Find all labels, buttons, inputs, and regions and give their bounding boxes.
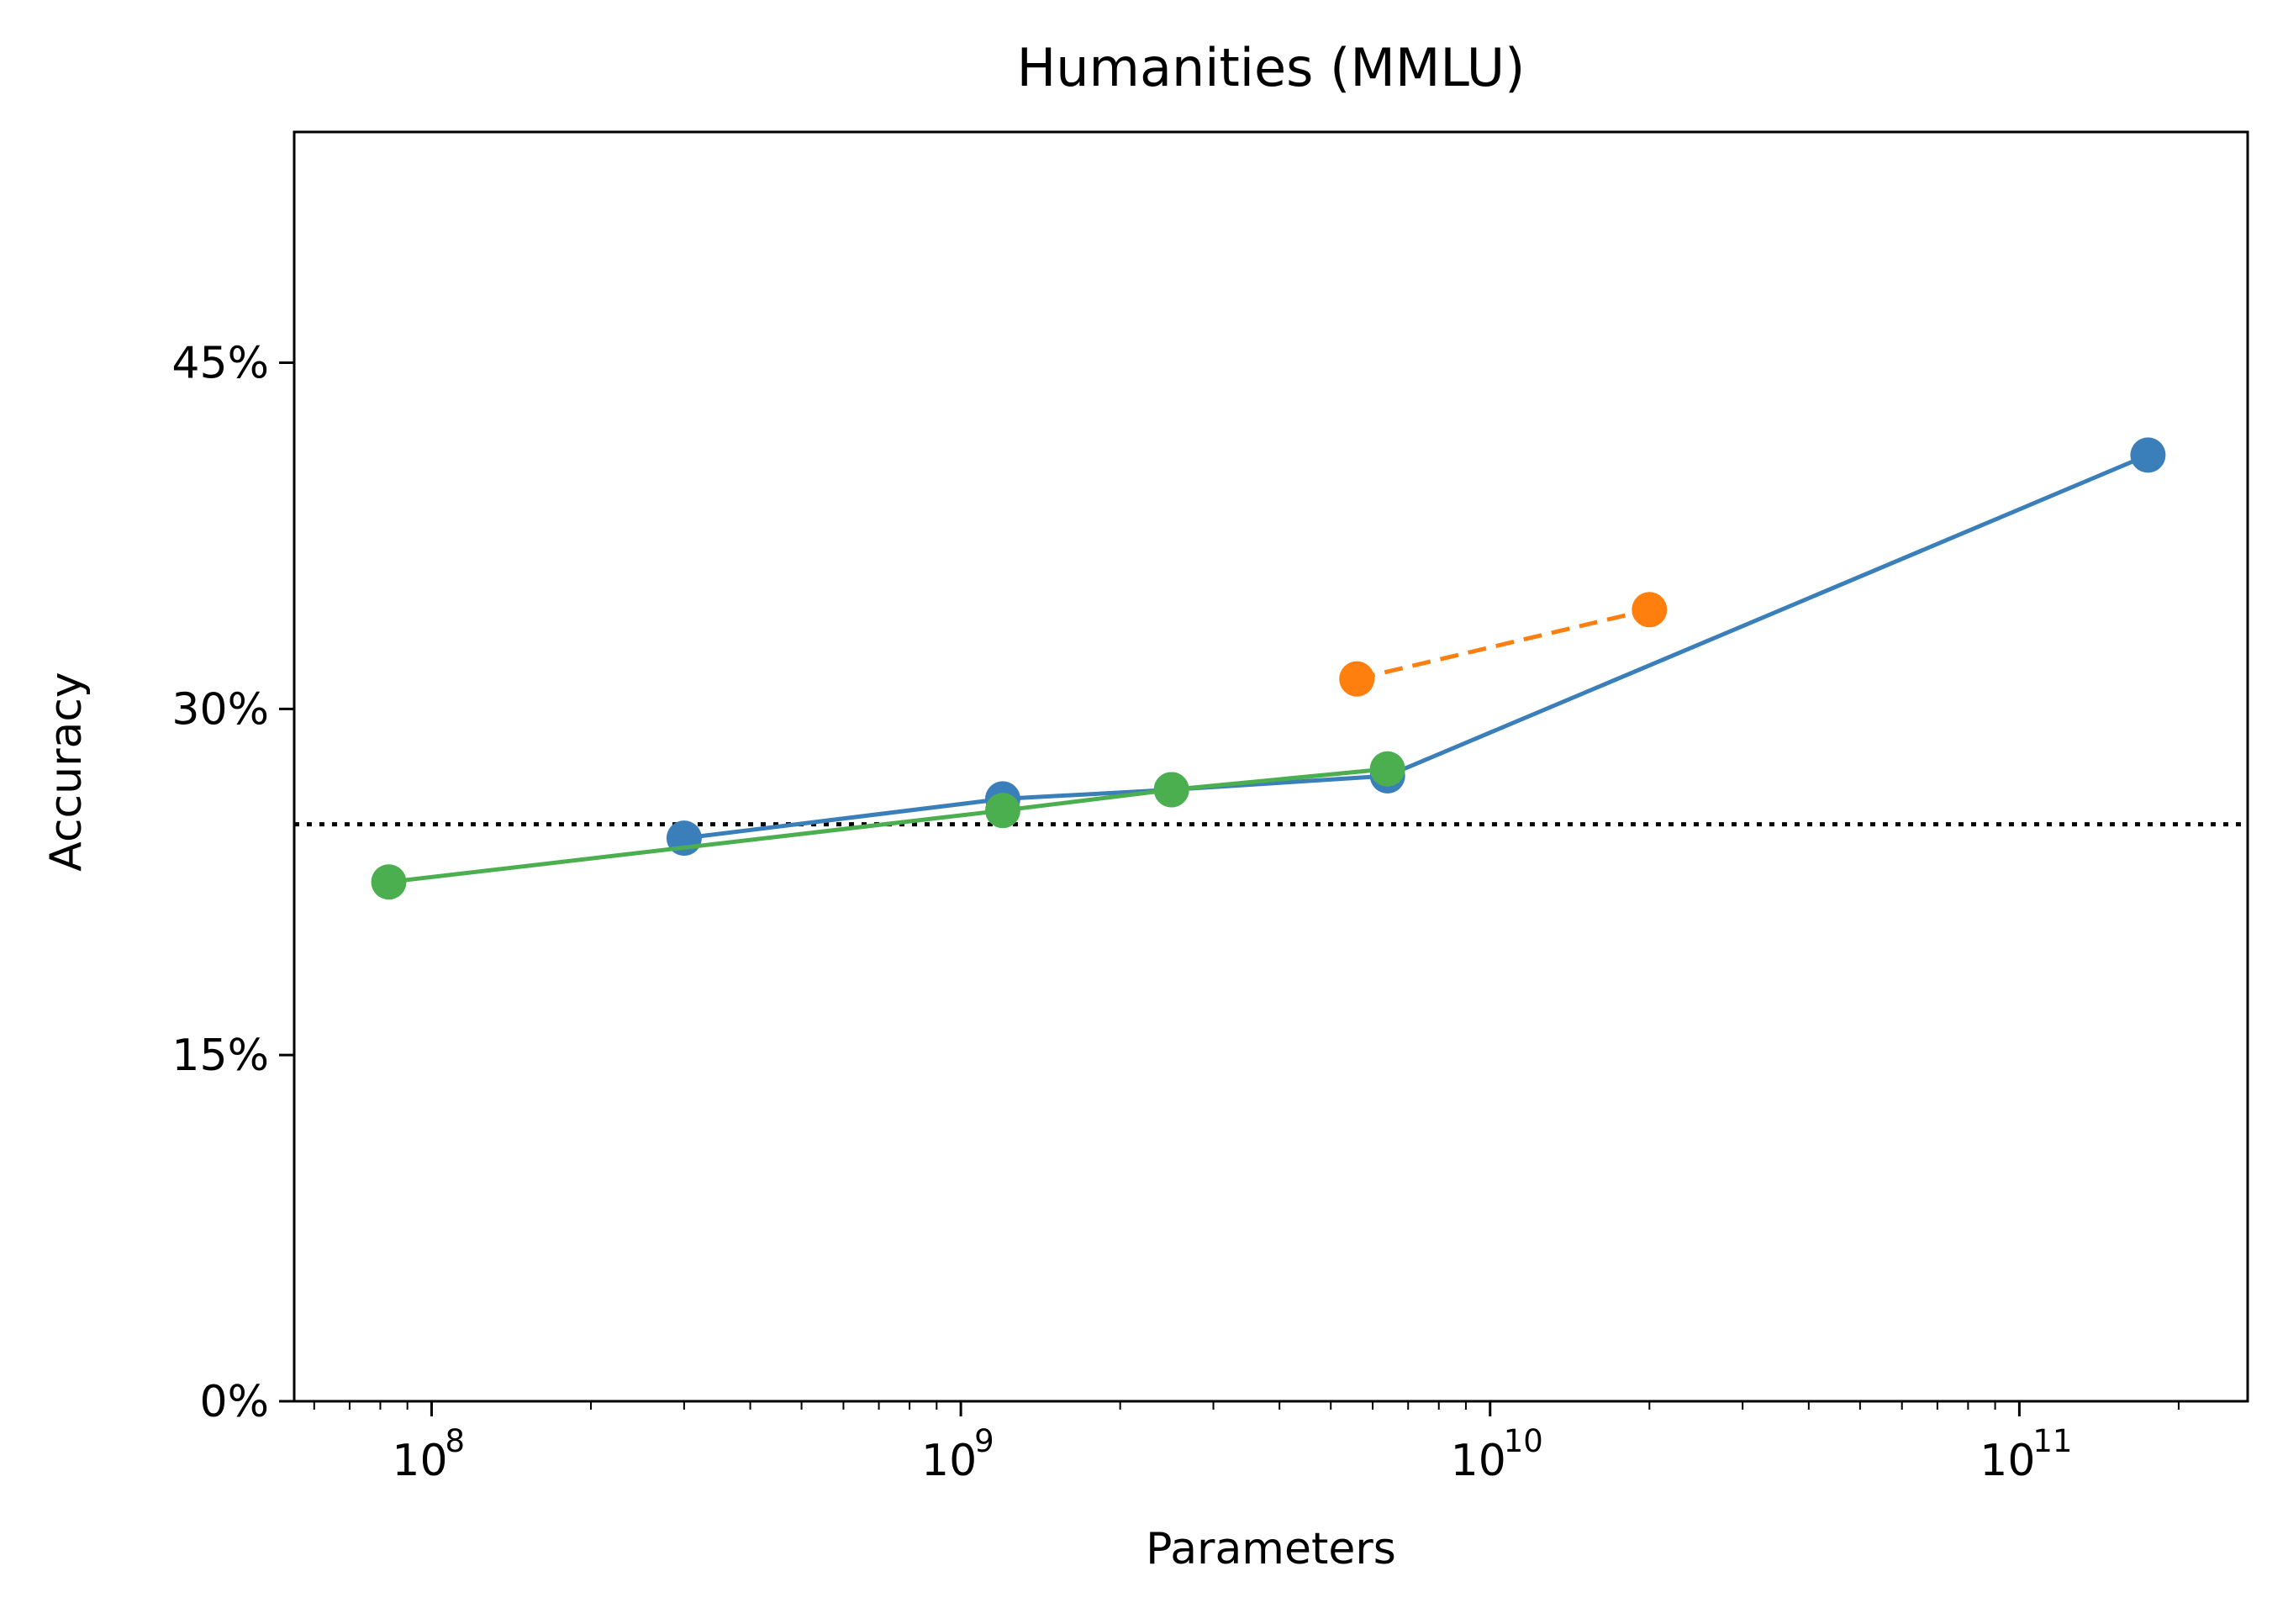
series-2-line: [388, 767, 1388, 884]
y-axis-label: Accuracy: [41, 672, 92, 871]
y-tick-label-0: 0%: [200, 1377, 270, 1427]
series-1-point-0: [1339, 661, 1375, 697]
x-axis-label: Parameters: [1146, 1524, 1396, 1574]
series-2-point-1: [984, 793, 1020, 829]
y-tick-label-3: 45%: [171, 339, 269, 389]
x-tick-label-1: 10: [921, 1436, 977, 1486]
x-tick-label-3: 10: [1980, 1436, 2035, 1486]
series-2-point-0: [371, 864, 407, 900]
x-tick-label-2: 10: [1451, 1436, 1506, 1486]
series-1-point-1: [1632, 592, 1668, 628]
x-tick-exponent-0: 8: [445, 1423, 465, 1459]
x-tick-label-0: 10: [392, 1436, 447, 1486]
x-tick-exponent-2: 10: [1504, 1423, 1543, 1459]
y-axis-ticks: 0% 15% 30% 45%: [171, 339, 294, 1427]
series-layer: [371, 437, 2166, 900]
y-tick-label-2: 30%: [171, 684, 269, 735]
series-2: [371, 751, 1405, 900]
plot-frame: [293, 130, 2249, 1403]
y-tick-label-1: 15%: [171, 1031, 269, 1081]
series-0-point-4: [2130, 437, 2166, 473]
series-1-line: [1356, 607, 1650, 682]
series-2-point-3: [1369, 751, 1405, 787]
x-tick-exponent-3: 11: [2032, 1423, 2072, 1459]
series-2-point-2: [1153, 772, 1189, 808]
series-1: [1339, 592, 1668, 697]
chart-title: Humanities (MMLU): [1017, 37, 1526, 98]
x-tick-exponent-1: 9: [974, 1423, 994, 1459]
